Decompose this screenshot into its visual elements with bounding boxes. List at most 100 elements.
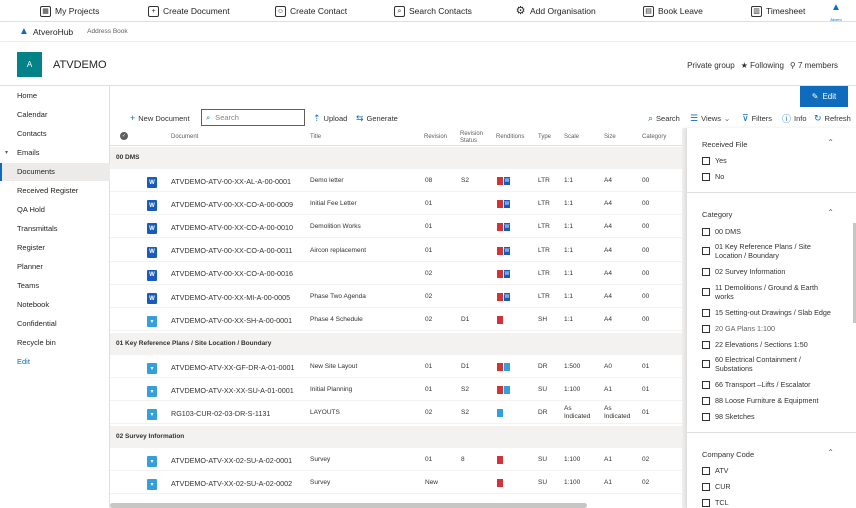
create-document-button[interactable]: + Create Document (148, 3, 230, 19)
refresh-button[interactable]: ↻ Refresh (814, 112, 851, 123)
members-button[interactable]: ⚲ 7 members (789, 61, 838, 70)
book-leave-button[interactable]: ▤ Book Leave (643, 3, 703, 19)
nav-planner[interactable]: Planner (17, 262, 43, 271)
column-revision[interactable]: Revision (424, 134, 448, 140)
filter-company-option[interactable]: TCL (702, 498, 832, 507)
column-scale[interactable]: Scale (564, 134, 580, 140)
group-header[interactable]: 00 DMS (110, 147, 686, 169)
word-rendition-icon[interactable]: W (504, 177, 510, 185)
nav-qa-hold[interactable]: QA Hold (17, 205, 45, 214)
my-projects-button[interactable]: ▦ My Projects (40, 3, 99, 19)
document-number[interactable]: ATVDEMO-ATV-00-XX-CO-A-00-0011 (171, 246, 293, 256)
checkbox[interactable] (702, 498, 710, 507)
search-command-button[interactable]: ⌕ Search (648, 112, 680, 123)
nav-calendar[interactable]: Calendar (17, 110, 48, 119)
document-number[interactable]: ATVDEMO-ATV-00-XX-CO-A-00-0009 (171, 199, 293, 209)
nav-edit-link[interactable]: Edit (17, 357, 30, 366)
column-title[interactable]: Title (310, 134, 322, 140)
panel-scrollbar[interactable] (853, 223, 856, 323)
filter-category-option[interactable]: 11 Demolitions / Ground & Earth works (702, 283, 832, 301)
pdf-rendition-icon[interactable] (497, 246, 503, 255)
filter-category-option[interactable]: 60 Electrical Containment / Substations (702, 355, 832, 373)
table-row[interactable]: ▾ ATVDEMO-ATV-XX-02-SU-A-02-0001 Survey 01 8… (110, 448, 686, 471)
filter-category-option[interactable]: 22 Elevations / Sections 1:50 (702, 340, 832, 349)
word-rendition-icon[interactable]: W (504, 200, 510, 209)
nav-received-register[interactable]: Received Register (17, 186, 79, 195)
info-button[interactable]: ⓘ Info (782, 113, 807, 124)
filter-category-option[interactable]: 66 Transport –Lifts / Escalator (702, 380, 832, 389)
column-document[interactable]: Document (171, 134, 199, 140)
word-rendition-icon[interactable]: W (504, 269, 510, 278)
checkbox[interactable] (702, 396, 710, 405)
filter-category-option[interactable]: 00 DMS (702, 227, 832, 236)
nav-teams[interactable]: Teams (17, 281, 40, 290)
filter-company-option[interactable]: CUR (702, 482, 832, 491)
nav-recycle-bin[interactable]: Recycle bin (17, 338, 56, 347)
checkbox[interactable] (702, 156, 710, 165)
table-row[interactable]: W ATVDEMO-ATV-00-XX-CO-A-00-0011 Aircon re… (110, 239, 686, 262)
select-all-checkbox[interactable]: ✓ (120, 132, 128, 140)
nav-register[interactable]: Register (17, 243, 45, 252)
checkbox[interactable] (702, 308, 710, 317)
pdf-rendition-icon[interactable] (497, 269, 503, 278)
table-row[interactable]: ▾ ATVDEMO-ATV-00-XX-SH-A-00-0001 Phase 4 S… (110, 308, 686, 332)
table-row[interactable]: W ATVDEMO-ATV-00-XX-CO-A-00-0009 Initial F… (110, 192, 686, 216)
column-revision-status[interactable]: Revision Status (460, 131, 484, 144)
document-number[interactable]: ATVDEMO-ATV-00-XX-AL-A-00-0001 (171, 176, 291, 186)
nav-home[interactable]: Home (17, 91, 38, 100)
nav-contacts[interactable]: Contacts (17, 129, 47, 138)
checkbox[interactable] (702, 172, 710, 181)
document-number[interactable]: ATVDEMO-ATV-XX-02-SU-A-02-0001 (171, 455, 293, 465)
checkbox[interactable] (702, 227, 710, 236)
nav-documents[interactable]: Documents (0, 163, 110, 181)
document-number[interactable]: ATVDEMO-ATV-00-XX-CO-A-00-0010 (171, 222, 293, 232)
pdf-rendition-icon[interactable] (497, 456, 503, 464)
table-row[interactable]: W ATVDEMO-ATV-00-XX-CO-A-00-0010 Demolitio… (110, 215, 686, 239)
checkbox[interactable] (702, 267, 710, 276)
nav-transmittals[interactable]: Transmittals (17, 224, 58, 233)
chevron-up-icon[interactable]: ⌃ (827, 208, 834, 217)
filter-option-yes[interactable]: Yes (702, 156, 832, 165)
site-title[interactable]: ATVDEMO (53, 59, 107, 71)
filters-button[interactable]: ⊽ Filters (742, 112, 773, 123)
column-type[interactable]: Type (538, 134, 552, 140)
views-button[interactable]: ☰ Views ⌄ (690, 112, 731, 123)
word-rendition-icon[interactable]: W (504, 293, 510, 301)
pdf-rendition-icon[interactable] (497, 200, 503, 209)
filter-category-option[interactable]: 01 Key Reference Plans / Site Location /… (702, 242, 832, 260)
nav-emails[interactable]: ▾ Emails (0, 144, 110, 162)
filter-category-option[interactable]: 02 Survey Information (702, 267, 832, 276)
document-number[interactable]: RG103-CUR-02-03-DR-S-1131 (171, 408, 271, 418)
pdf-rendition-icon[interactable] (497, 223, 503, 232)
document-number[interactable]: ATVDEMO-ATV-00-XX-CO-A-00-0016 (171, 269, 293, 279)
filter-category-option[interactable]: 98 Sketches (702, 412, 832, 421)
filter-option-no[interactable]: No (702, 172, 832, 181)
document-number[interactable]: ATVDEMO-ATV-00-XX-MI-A-00-0005 (171, 292, 291, 302)
pdf-rendition-icon[interactable] (497, 386, 503, 395)
checkbox[interactable] (702, 412, 710, 421)
sheet-rendition-icon[interactable] (504, 386, 510, 395)
app-name[interactable]: AtveroHub (33, 26, 74, 37)
pdf-rendition-icon[interactable] (497, 316, 503, 325)
table-row[interactable]: W ATVDEMO-ATV-00-XX-AL-A-00-0001 Demo lett… (110, 169, 686, 192)
filter-category-option[interactable]: 88 Loose Furniture & Equipment (702, 396, 832, 405)
table-row[interactable]: ▾ ATVDEMO-ATV-XX-XX-SU-A-01-0001 Initial P… (110, 378, 686, 402)
search-input[interactable]: ⌕ Search (201, 109, 305, 126)
table-row[interactable]: ▾ RG103-CUR-02-03-DR-S-1131 LAYOUTS 02 S2 DR A… (110, 401, 686, 425)
table-row[interactable]: W ATVDEMO-ATV-00-XX-MI-A-00-0005 Phase Two… (110, 285, 686, 308)
document-number[interactable]: ATVDEMO-ATV-XX-GF-DR-A-01-0001 (171, 362, 295, 372)
column-category[interactable]: Category (642, 134, 667, 140)
nav-confidential[interactable]: Confidential (17, 319, 57, 328)
following-button[interactable]: ★ Following (740, 61, 784, 70)
document-number[interactable]: ATVDEMO-ATV-XX-02-SU-A-02-0002 (171, 478, 293, 488)
edit-button[interactable]: ✎ Edit (800, 86, 848, 107)
group-header[interactable]: 01 Key Reference Plans / Site Location /… (110, 333, 686, 355)
new-document-button[interactable]: + New Document (130, 113, 190, 123)
nav-notebook[interactable]: Notebook (17, 300, 50, 309)
pdf-rendition-icon[interactable] (497, 177, 503, 185)
search-contacts-button[interactable]: ⌕ Search Contacts (394, 3, 472, 19)
upload-button[interactable]: ⇡ Upload (313, 112, 348, 123)
address-book-link[interactable]: Address Book (87, 28, 128, 35)
chevron-up-icon[interactable]: ⌃ (827, 138, 834, 147)
pdf-rendition-icon[interactable] (497, 479, 503, 488)
